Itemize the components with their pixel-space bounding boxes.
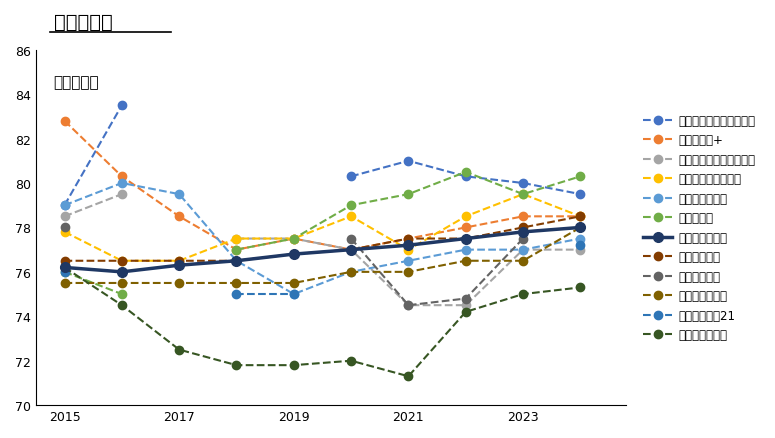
Legend: 住友林業ホームサービス, 野村の仲介+, 三井住友トラスト不動産, 大成有楽不動産販売, 大京穴吹不動産, 近鉄の仲介, 三井のリハウス, 東急リバブル, 長谷: 住友林業ホームサービス, 野村の仲介+, 三井住友トラスト不動産, 大成有楽不動… [638, 110, 760, 346]
Text: 顧客満足度: 顧客満足度 [53, 75, 99, 90]
Text: マンション: マンション [54, 13, 113, 32]
